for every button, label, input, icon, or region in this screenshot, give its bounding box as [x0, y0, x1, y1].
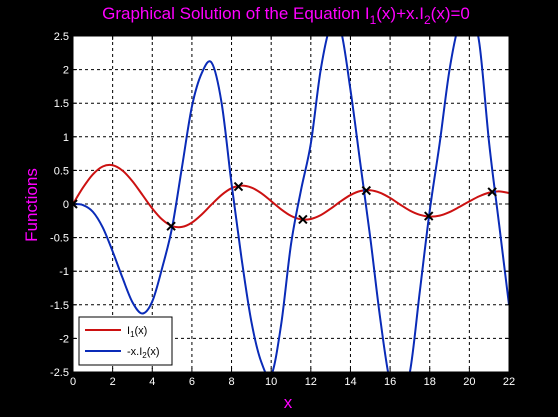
y-tick-label: 0.5 [54, 165, 69, 177]
x-tick-label: 2 [110, 376, 116, 388]
x-tick-label: 16 [384, 376, 396, 388]
intersection-markers [68, 181, 497, 231]
x-tick-label: 8 [228, 376, 234, 388]
x-tick-label: 20 [463, 376, 475, 388]
chart-title-mid: (x)+x.I [376, 4, 424, 23]
chart-title-suffix: (x)=0 [431, 4, 470, 23]
x-axis-label: x [284, 393, 293, 412]
y-tick-label: 1 [63, 132, 69, 144]
chart-title-prefix: Graphical Solution of the Equation I [102, 4, 369, 23]
chart-title-sub2: 2 [424, 13, 431, 27]
y-axis-label: Functions [22, 168, 41, 242]
intersection-marker [487, 187, 497, 197]
marker-stroke [361, 185, 372, 196]
marker-stroke [487, 187, 497, 197]
legend-label-series-2: -x.I2(x) [127, 346, 160, 360]
x-tick-label: 14 [344, 376, 356, 388]
marker-stroke [424, 211, 434, 221]
y-tick-label: 0 [63, 199, 69, 211]
x-tick-label: 10 [265, 376, 277, 388]
intersection-marker [298, 214, 308, 225]
y-tick-label: 2 [63, 65, 69, 77]
y-tick-label: -2.5 [50, 367, 69, 379]
y-tick-label: 1.5 [54, 98, 69, 110]
series-line-2 [73, 36, 509, 372]
x-tick-label: 0 [70, 376, 76, 388]
series-layer [73, 36, 509, 372]
marker-stroke [166, 221, 176, 231]
x-tick-label: 12 [305, 376, 317, 388]
marker-stroke [298, 214, 308, 225]
x-tick-label: 4 [149, 376, 155, 388]
legend: I1(x) -x.I2(x) [78, 316, 173, 366]
x-tick-label: 18 [424, 376, 436, 388]
y-tick-label: -2 [59, 333, 69, 345]
y-tick-label: -0.5 [50, 233, 69, 245]
y-tick-label: -1.5 [50, 300, 69, 312]
legend-box [78, 316, 173, 366]
intersection-marker [424, 211, 434, 221]
chart-title-sub1: 1 [370, 13, 377, 27]
intersection-marker [361, 185, 372, 196]
x-tick-label: 22 [503, 376, 515, 388]
x-ticks: 0 2 4 6 8 10 12 14 16 18 20 22 [70, 36, 515, 388]
legend-label-series-1: I1(x) [127, 325, 147, 339]
x-tick-label: 6 [189, 376, 195, 388]
intersection-marker [233, 181, 244, 192]
marker-stroke [233, 181, 244, 192]
y-tick-label: -1 [59, 266, 69, 278]
intersection-marker [166, 221, 176, 231]
chart-title: Graphical Solution of the Equation I1(x)… [102, 4, 470, 27]
y-tick-label: 2.5 [54, 31, 69, 43]
series-line-1 [73, 163, 509, 229]
y-ticks: -2.5 -2 -1.5 -1 -0.5 0 0.5 1 1.5 2 2.5 [50, 31, 509, 379]
